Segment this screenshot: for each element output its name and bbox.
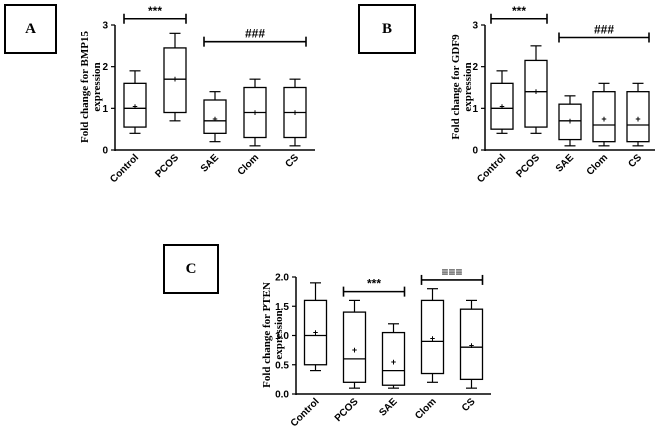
box-cs: + — [626, 82, 650, 147]
y-tick-label: 1.5 — [275, 302, 289, 313]
y-tick-label: 1.0 — [275, 331, 289, 342]
box-control: + — [303, 282, 328, 372]
mean-marker: + — [252, 108, 257, 118]
significance-bracket: ### — [558, 23, 650, 43]
mean-marker: + — [313, 328, 318, 338]
y-axis-label: Fold change for GDF9expression — [450, 34, 474, 140]
iqr-box — [163, 47, 187, 114]
box-sae: + — [558, 95, 582, 147]
box-clom: + — [592, 82, 616, 147]
y-tick-label: 0.0 — [275, 390, 289, 401]
y-tick-label: 1 — [102, 104, 108, 115]
box-pcos: + — [524, 45, 548, 134]
iqr-box — [381, 331, 406, 386]
box-clom: + — [243, 78, 267, 147]
y-tick-label: 2 — [472, 62, 478, 73]
x-tick-label: Clom — [413, 396, 439, 422]
y-tick-label: 0 — [102, 146, 108, 157]
y-tick-label: 0.5 — [275, 360, 289, 371]
panel-a-label: A — [4, 4, 57, 54]
x-tick-label: CS — [284, 152, 302, 170]
x-tick-label: Control — [108, 152, 141, 185]
iqr-box — [524, 59, 548, 128]
box-control: + — [490, 70, 514, 134]
significance-bracket: ≡≡≡ — [420, 265, 484, 285]
mean-marker: + — [352, 345, 357, 355]
y-tick-label: 3 — [472, 21, 478, 32]
iqr-box — [490, 82, 514, 130]
y-tick-label: 0 — [472, 146, 478, 157]
mean-marker: + — [469, 340, 474, 350]
iqr-box — [203, 99, 227, 134]
y-tick-label: 2 — [102, 62, 108, 73]
x-tick-label: Control — [475, 152, 508, 185]
mean-marker: + — [533, 87, 538, 97]
x-tick-label: PCOS — [333, 396, 361, 424]
iqr-box — [558, 103, 582, 141]
significance-label: ### — [245, 27, 265, 41]
x-tick-label: PCOS — [514, 152, 542, 180]
iqr-box — [303, 299, 328, 366]
y-tick-label: 2.0 — [275, 273, 289, 284]
mean-marker: + — [601, 114, 606, 124]
mean-marker: + — [567, 116, 572, 126]
mean-marker: + — [391, 357, 396, 367]
y-axis-label: Fold change for PTENexpression — [261, 282, 285, 388]
significance-bracket: ### — [203, 27, 307, 47]
panel-b-label: B — [358, 4, 416, 54]
significance-label: *** — [367, 277, 381, 291]
x-tick-label: SAE — [199, 152, 222, 175]
mean-marker: + — [212, 114, 217, 124]
y-tick-label: 1 — [472, 104, 478, 115]
panel-a-letter: A — [25, 20, 36, 37]
box-pcos: + — [342, 299, 367, 389]
mean-marker: + — [292, 108, 297, 118]
mean-marker: + — [172, 74, 177, 84]
box-sae: + — [203, 91, 227, 143]
box-sae: + — [381, 323, 406, 389]
mean-marker: + — [132, 101, 137, 111]
significance-label: ### — [594, 23, 614, 37]
panel-c-letter: C — [185, 260, 197, 277]
box-cs: + — [283, 78, 307, 147]
x-tick-label: Control — [289, 396, 322, 429]
box-pcos: + — [163, 32, 187, 122]
panel-b-chart: 0 1 2 3 Fold change for GDF9expression + Contr… — [450, 4, 655, 185]
box-cs: + — [459, 299, 484, 389]
x-tick-label: Clom — [585, 152, 611, 178]
panel-b-letter: B — [381, 20, 392, 37]
mean-marker: + — [499, 101, 504, 111]
x-tick-label: SAE — [377, 396, 400, 419]
y-axis-label: Fold change for BMP15expression — [79, 31, 103, 143]
y-tick-label: 3 — [102, 21, 108, 32]
iqr-box — [420, 299, 445, 375]
box-clom: + — [420, 288, 445, 383]
significance-bracket: *** — [490, 4, 548, 24]
x-tick-label: SAE — [554, 152, 577, 175]
significance-bracket: *** — [342, 277, 406, 297]
mean-marker: + — [430, 333, 435, 343]
iqr-box — [459, 308, 484, 381]
mean-marker: + — [635, 114, 640, 124]
x-tick-label: PCOS — [153, 152, 181, 180]
significance-label: *** — [148, 4, 162, 18]
significance-label: ≡≡≡ — [441, 265, 462, 279]
significance-bracket: *** — [123, 4, 187, 24]
panel-c-label: C — [163, 244, 219, 294]
iqr-box — [626, 91, 650, 143]
x-tick-label: CS — [627, 152, 645, 170]
x-tick-label: CS — [460, 396, 478, 414]
iqr-box — [342, 311, 367, 383]
iqr-box — [592, 91, 616, 143]
significance-label: *** — [512, 4, 526, 18]
x-tick-label: Clom — [236, 152, 262, 178]
box-control: + — [123, 70, 147, 134]
iqr-box — [123, 82, 147, 128]
